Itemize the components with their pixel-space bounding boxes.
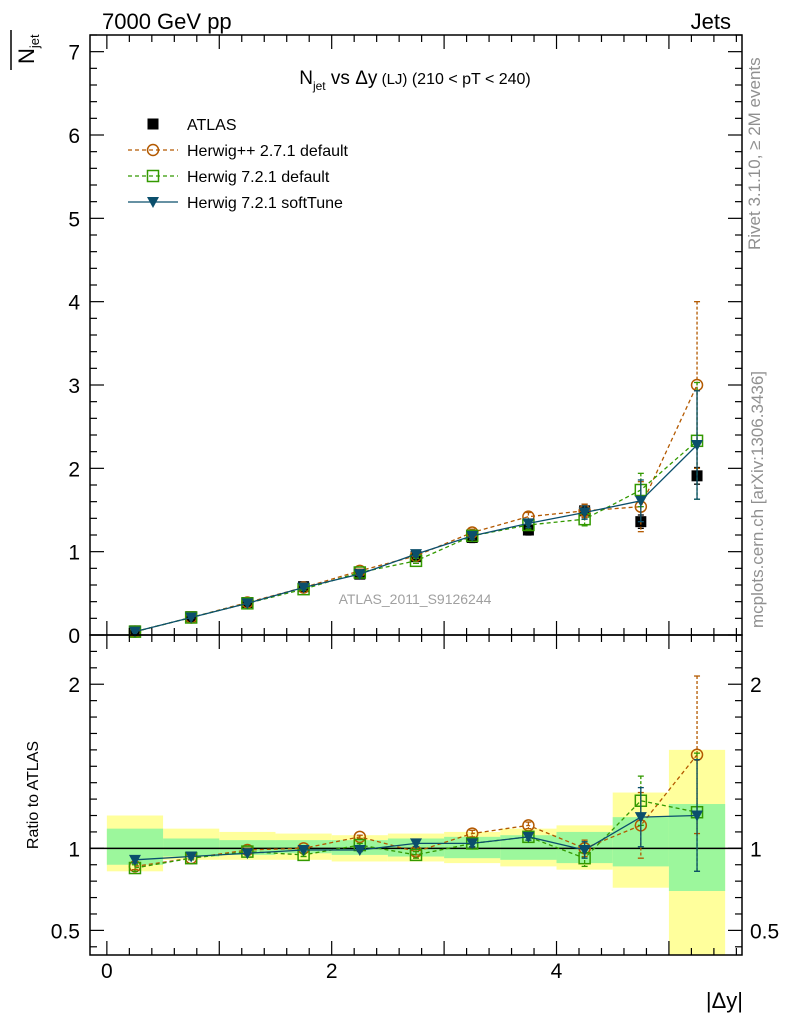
plot-title-small: (LJ) bbox=[377, 71, 407, 88]
legend-entry-herwig721: Herwig 7.2.1 default bbox=[128, 169, 330, 186]
main-y-label-text: Njet bbox=[14, 34, 42, 64]
ratio-y-label: Ratio to ATLAS bbox=[25, 741, 42, 849]
legend-marker bbox=[146, 169, 160, 183]
data-point bbox=[691, 440, 704, 451]
x-tick-label: 2 bbox=[326, 960, 338, 983]
data-point bbox=[128, 626, 141, 638]
plot-title-sub: jet bbox=[312, 79, 326, 93]
header-collision: 7000 GeV pp bbox=[102, 9, 232, 34]
data-point bbox=[241, 598, 254, 610]
data-point bbox=[634, 812, 647, 824]
main-y-tick-label: 4 bbox=[68, 292, 80, 315]
plot-title-base: N bbox=[299, 68, 313, 89]
series-herwigpp bbox=[128, 301, 704, 638]
data-point bbox=[578, 507, 591, 519]
legend-label: Herwig 7.2.1 default bbox=[187, 169, 330, 186]
x-axis-label: |Δy| bbox=[706, 988, 743, 1013]
band-inner-bin bbox=[219, 840, 276, 855]
legend-entry-atlas: ATLAS bbox=[147, 117, 237, 134]
main-y-tick-label: 1 bbox=[68, 542, 80, 565]
ratio-y-tick-label: 2 bbox=[68, 674, 80, 697]
x-tick-label: 4 bbox=[551, 960, 563, 983]
main-y-tick-label: 6 bbox=[68, 125, 80, 148]
ratio-series-group bbox=[128, 675, 704, 875]
data-point bbox=[691, 810, 704, 822]
data-point bbox=[297, 844, 310, 856]
series-line-herwigpp bbox=[134, 754, 698, 868]
ratio-y-tick-label-right: 0.5 bbox=[750, 920, 779, 943]
plot-title: Njet vs Δy (LJ) (210 < pT < 240) bbox=[299, 68, 531, 93]
plot-title-rest: (210 < pT < 240) bbox=[407, 71, 530, 88]
main-y-tick-label: 2 bbox=[68, 458, 80, 481]
header-analysis-type: Jets bbox=[691, 9, 731, 34]
main-y-tick-label: 0 bbox=[68, 625, 80, 648]
data-point bbox=[185, 851, 198, 863]
header: 7000 GeV pp Jets bbox=[102, 9, 731, 34]
analysis-watermark: ATLAS_2011_S9126244 bbox=[339, 591, 492, 607]
data-point bbox=[634, 495, 647, 507]
legend-entry-herwigpp: Herwig++ 2.7.1 default bbox=[128, 143, 349, 160]
data-point bbox=[241, 848, 254, 860]
series-softtune bbox=[128, 390, 704, 638]
mcplots-reference-label: mcplots.cern.ch [arXiv:1306.3436] bbox=[748, 371, 767, 628]
data-point bbox=[466, 838, 479, 850]
main-series-group bbox=[128, 301, 704, 638]
legend-label: Herwig++ 2.7.1 default bbox=[187, 143, 349, 160]
legend-marker bbox=[146, 143, 160, 157]
axes-group: 0 2 4 0 1 2 3 4 5 6 7 0.5 0.5 1 1 2 2 bbox=[51, 34, 779, 983]
data-point bbox=[522, 831, 535, 843]
main-y-label: Njet bbox=[10, 30, 42, 70]
main-y-tick-label: 3 bbox=[68, 375, 80, 398]
ratio-y-tick-label-right: 2 bbox=[750, 674, 762, 697]
main-y-tick-label: 7 bbox=[68, 42, 80, 65]
legend-entry-softtune: Herwig 7.2.1 softTune bbox=[128, 195, 343, 212]
data-point bbox=[466, 530, 479, 542]
legend-marker bbox=[147, 118, 159, 130]
data-point bbox=[128, 854, 141, 866]
plot-title-vs: vs Δy bbox=[326, 68, 378, 89]
legend-marker bbox=[147, 197, 159, 208]
data-point bbox=[410, 838, 422, 850]
data-point bbox=[578, 844, 591, 856]
ratio-y-tick-label: 1 bbox=[68, 838, 80, 861]
data-point bbox=[185, 612, 198, 624]
data-point bbox=[353, 569, 366, 581]
ratio-y-tick-label-right: 1 bbox=[750, 838, 762, 861]
main-y-tick-label: 5 bbox=[68, 208, 80, 231]
ratio-panel-frame bbox=[89, 634, 743, 956]
data-point bbox=[353, 830, 367, 844]
data-point bbox=[297, 582, 310, 594]
legend: ATLAS Herwig++ 2.7.1 default Herwig 7.2.1 … bbox=[128, 117, 349, 212]
legend-label: ATLAS bbox=[187, 117, 237, 134]
x-tick-label: 0 bbox=[101, 960, 113, 983]
ratio-y-tick-label: 0.5 bbox=[51, 920, 80, 943]
legend-label: Herwig 7.2.1 softTune bbox=[187, 195, 343, 212]
data-point bbox=[410, 549, 422, 561]
band-inner-bin bbox=[163, 838, 220, 857]
data-point bbox=[522, 518, 535, 530]
rivet-version-label: Rivet 3.1.10, ≥ 2M events bbox=[745, 57, 764, 250]
data-point bbox=[353, 844, 366, 856]
series-softtune bbox=[128, 759, 704, 872]
